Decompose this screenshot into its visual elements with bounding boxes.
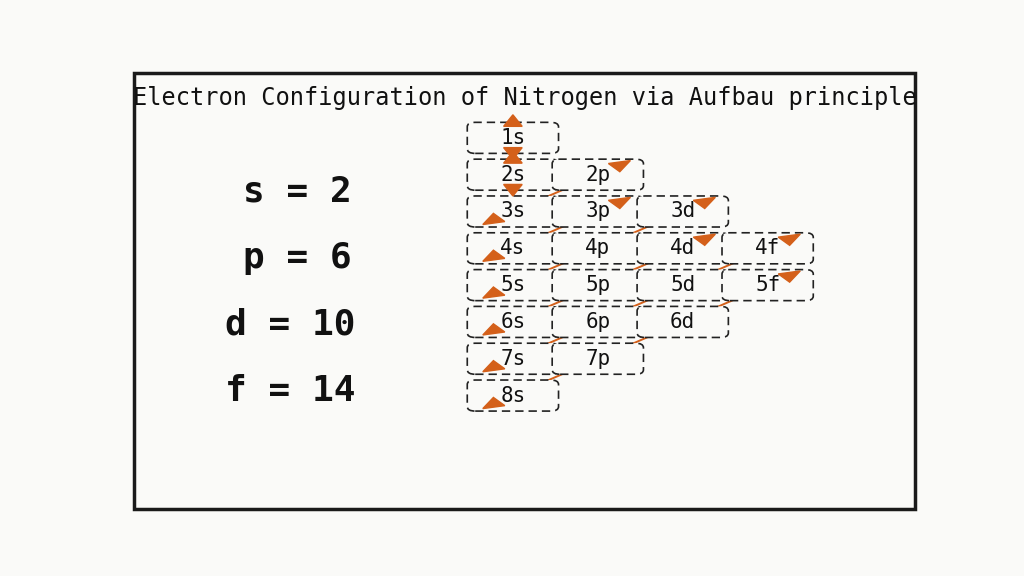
- Polygon shape: [482, 397, 505, 408]
- FancyBboxPatch shape: [552, 270, 643, 301]
- Polygon shape: [693, 198, 716, 209]
- FancyBboxPatch shape: [637, 233, 728, 264]
- Polygon shape: [504, 147, 522, 159]
- FancyBboxPatch shape: [722, 270, 813, 301]
- FancyBboxPatch shape: [467, 122, 558, 153]
- Polygon shape: [778, 271, 800, 282]
- Text: 7s: 7s: [501, 348, 525, 369]
- FancyBboxPatch shape: [467, 159, 558, 190]
- Text: 4d: 4d: [670, 238, 695, 258]
- Text: 1s: 1s: [501, 128, 525, 148]
- Text: 4p: 4p: [585, 238, 610, 258]
- FancyBboxPatch shape: [552, 306, 643, 338]
- Text: 2s: 2s: [501, 165, 525, 185]
- Text: 5s: 5s: [501, 275, 525, 295]
- FancyBboxPatch shape: [467, 343, 558, 374]
- FancyBboxPatch shape: [467, 306, 558, 338]
- Text: 4f: 4f: [755, 238, 780, 258]
- Text: p = 6: p = 6: [243, 241, 352, 275]
- FancyBboxPatch shape: [552, 233, 643, 264]
- Text: 8s: 8s: [501, 385, 525, 406]
- FancyBboxPatch shape: [637, 196, 728, 227]
- Text: f = 14: f = 14: [225, 374, 355, 408]
- FancyBboxPatch shape: [552, 343, 643, 374]
- Text: 2p: 2p: [585, 165, 610, 185]
- Polygon shape: [482, 324, 505, 335]
- Text: 3s: 3s: [501, 202, 525, 222]
- FancyBboxPatch shape: [467, 196, 558, 227]
- Text: 5d: 5d: [670, 275, 695, 295]
- FancyBboxPatch shape: [552, 196, 643, 227]
- Text: 4s: 4s: [501, 238, 525, 258]
- FancyBboxPatch shape: [722, 233, 813, 264]
- Text: 5f: 5f: [755, 275, 780, 295]
- Polygon shape: [608, 161, 631, 172]
- Text: 3p: 3p: [585, 202, 610, 222]
- Polygon shape: [482, 213, 505, 225]
- FancyBboxPatch shape: [637, 306, 728, 338]
- FancyBboxPatch shape: [467, 233, 558, 264]
- FancyBboxPatch shape: [637, 270, 728, 301]
- Text: 5p: 5p: [585, 275, 610, 295]
- Polygon shape: [504, 184, 522, 196]
- Text: 6d: 6d: [670, 312, 695, 332]
- Polygon shape: [504, 115, 522, 126]
- Polygon shape: [693, 234, 716, 245]
- Text: 7p: 7p: [585, 348, 610, 369]
- Polygon shape: [482, 287, 505, 298]
- Text: Electron Configuration of Nitrogen via Aufbau principle: Electron Configuration of Nitrogen via A…: [133, 86, 916, 110]
- Polygon shape: [482, 361, 505, 372]
- Polygon shape: [504, 151, 522, 163]
- Text: d = 10: d = 10: [225, 307, 355, 341]
- FancyBboxPatch shape: [467, 380, 558, 411]
- Polygon shape: [778, 234, 800, 245]
- Text: 6s: 6s: [501, 312, 525, 332]
- Text: s = 2: s = 2: [243, 174, 352, 208]
- Polygon shape: [608, 198, 631, 209]
- Polygon shape: [482, 250, 505, 262]
- Text: 6p: 6p: [585, 312, 610, 332]
- FancyBboxPatch shape: [552, 159, 643, 190]
- FancyBboxPatch shape: [467, 270, 558, 301]
- Text: 3d: 3d: [670, 202, 695, 222]
